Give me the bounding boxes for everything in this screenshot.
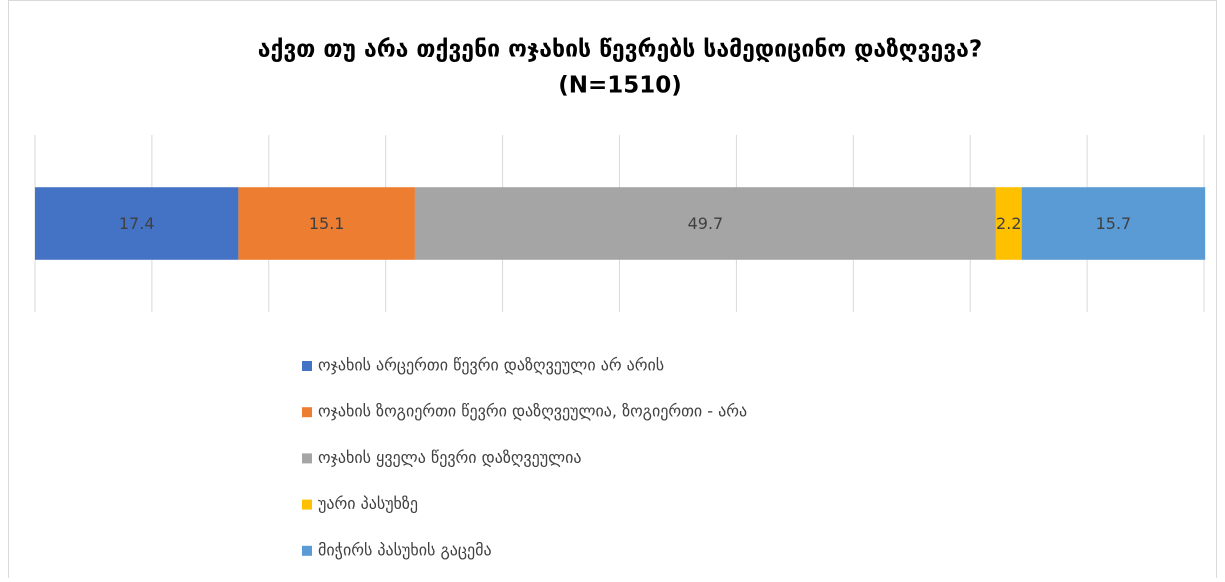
chart-border xyxy=(8,0,1217,582)
bar-segment xyxy=(414,187,996,260)
bar-segment xyxy=(1021,187,1206,260)
legend-label: ოჯახის ყველა წევრი დაზღვეულია xyxy=(318,448,582,467)
legend-label: ოჯახის ზოგიერთი წევრი დაზღვეულია, ზოგიერ… xyxy=(318,402,747,421)
legend-label: უარი პასუხზე xyxy=(318,494,418,513)
bar-segment xyxy=(995,187,1022,260)
legend-swatch xyxy=(302,499,312,510)
legend-label: ოჯახის არცერთი წევრი დაზღვეული არ არის xyxy=(318,356,664,375)
legend-swatch xyxy=(302,407,312,418)
bar-segment xyxy=(238,187,415,260)
legend-swatch xyxy=(302,453,312,464)
legend-label: მიჭირს პასუხის გაცემა xyxy=(318,540,492,559)
data-label: 49.7 xyxy=(688,214,724,233)
legend-swatch xyxy=(302,545,312,556)
data-label: 15.7 xyxy=(1096,214,1132,233)
data-label: 17.4 xyxy=(119,214,155,233)
bar-segment xyxy=(35,187,239,260)
chart-subtitle: (N=1510) xyxy=(558,73,682,99)
data-label: 2.2 xyxy=(996,214,1021,233)
legend-swatch xyxy=(302,361,312,371)
chart-title: აქვთ თუ არა თქვენი ოჯახის წევრებს სამედი… xyxy=(258,37,983,63)
data-label: 15.1 xyxy=(309,214,345,233)
